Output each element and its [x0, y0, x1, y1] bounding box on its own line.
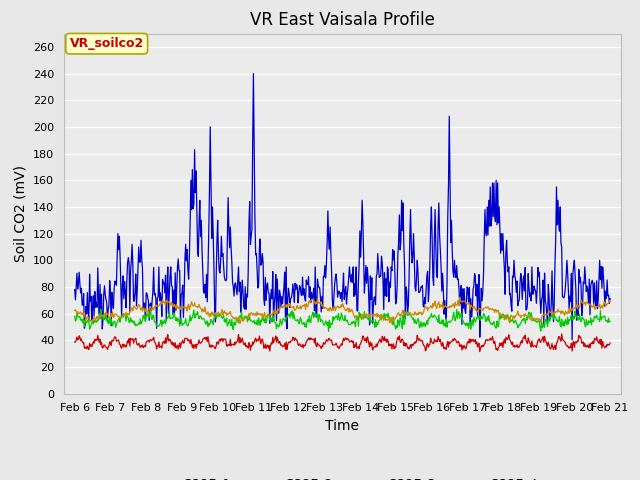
- CO2E_4: [218, 307, 226, 312]
- X-axis label: Time: Time: [325, 419, 360, 433]
- CO2E_2: [190, 201, 198, 207]
- CO2E_2: [71, 287, 79, 292]
- CO2E_4: [236, 321, 244, 326]
- CO2E_3: [424, 316, 432, 322]
- CO2E_4: [136, 302, 143, 308]
- CO2E_4: [456, 294, 463, 300]
- CO2E_1: [476, 349, 484, 355]
- CO2E_4: [81, 310, 88, 315]
- CO2E_3: [606, 319, 614, 324]
- CO2E_3: [136, 316, 144, 322]
- CO2E_3: [81, 324, 88, 329]
- Title: VR East Vaisala Profile: VR East Vaisala Profile: [250, 11, 435, 29]
- CO2E_2: [136, 259, 143, 265]
- CO2E_4: [71, 308, 79, 313]
- CO2E_2: [218, 253, 226, 259]
- Line: CO2E_1: CO2E_1: [75, 334, 610, 352]
- CO2E_3: [191, 315, 198, 321]
- CO2E_2: [568, 337, 576, 343]
- CO2E_3: [97, 306, 104, 312]
- CO2E_1: [558, 331, 566, 337]
- CO2E_2: [408, 260, 416, 266]
- CO2E_1: [218, 336, 226, 342]
- CO2E_1: [136, 342, 143, 348]
- CO2E_4: [424, 308, 431, 313]
- CO2E_2: [81, 325, 88, 331]
- CO2E_3: [409, 316, 417, 322]
- CO2E_2: [424, 268, 431, 274]
- Line: CO2E_2: CO2E_2: [75, 73, 610, 340]
- Line: CO2E_3: CO2E_3: [75, 309, 610, 331]
- Text: VR_soilco2: VR_soilco2: [70, 37, 144, 50]
- CO2E_4: [190, 302, 198, 308]
- CO2E_1: [71, 339, 79, 345]
- Y-axis label: Soil CO2 (mV): Soil CO2 (mV): [13, 165, 28, 262]
- CO2E_1: [81, 345, 88, 351]
- CO2E_3: [219, 314, 227, 320]
- CO2E_3: [324, 328, 332, 334]
- CO2E_4: [606, 299, 614, 304]
- CO2E_4: [408, 311, 416, 317]
- CO2E_1: [408, 345, 415, 351]
- CO2E_2: [606, 296, 614, 301]
- Legend: CO2E_1, CO2E_2, CO2E_3, CO2E_4: CO2E_1, CO2E_2, CO2E_3, CO2E_4: [142, 472, 543, 480]
- CO2E_1: [606, 340, 614, 346]
- CO2E_1: [190, 346, 198, 351]
- Line: CO2E_4: CO2E_4: [75, 297, 610, 324]
- CO2E_2: [250, 71, 257, 76]
- CO2E_1: [423, 341, 431, 347]
- CO2E_3: [71, 313, 79, 319]
